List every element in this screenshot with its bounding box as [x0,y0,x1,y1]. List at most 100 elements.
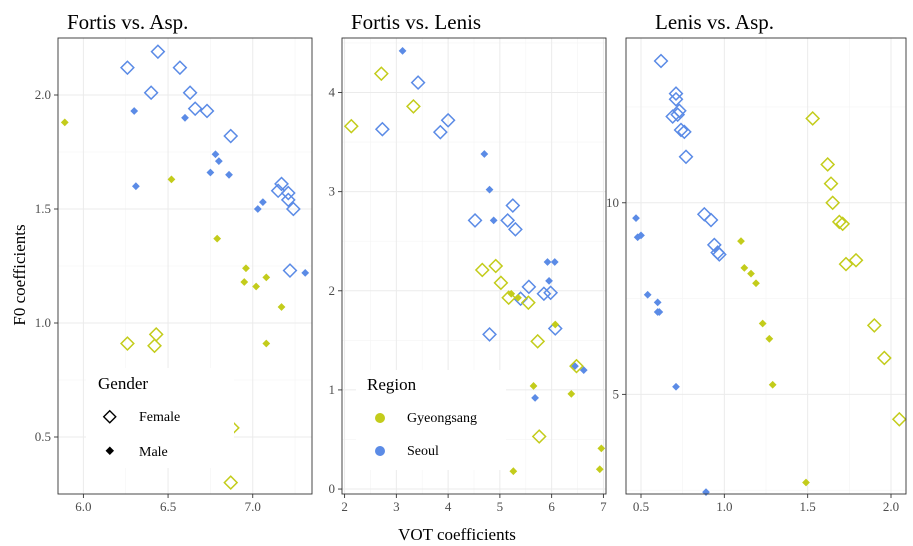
data-point-gyeongsang-female [531,429,547,444]
data-point-gyeongsang-female [148,326,164,342]
x-tick-label: 5 [497,499,504,514]
data-point-gyeongsang-male [509,467,518,476]
legend-male-key-marker [105,446,115,456]
data-point-gyeongsang-male [529,382,538,390]
data-point-seoul-male [545,276,553,285]
data-point-gyeongsang-male [567,389,576,398]
data-point-seoul-female [282,263,298,278]
data-point-seoul-female [665,109,681,124]
data-point-gyeongsang-female [501,290,517,306]
panels: Fortis vs. Asp. 6.0 6.5 7.0 0.5 1.0 1.5 2.0 Fort… [35,10,907,514]
data-point-seoul-female [199,103,215,119]
data-point-seoul-female [505,198,521,213]
data-point-gyeongsang-female [493,275,509,291]
panel-title: Fortis vs. Asp. [67,10,188,34]
data-point-gyeongsang-male [758,319,767,328]
data-point-seoul-female [547,321,563,336]
data-point-seoul-female [410,75,426,91]
data-point-gyeongsang-female [891,411,907,427]
panel-frame [341,37,607,495]
data-point-gyeongsang-male [262,273,271,282]
data-point-seoul-female [711,247,727,262]
y-tick-label: 10 [606,195,619,210]
data-point-seoul-female [440,112,456,128]
x-tick-label: 1.5 [800,499,816,514]
data-point-seoul-female [668,91,684,107]
legend-gyeongsang-label: Gyeongsang [407,411,477,426]
gridlines [626,38,906,494]
panel-3: Lenis vs. Asp. 0.5 1.0 1.5 2.0 5 10 [606,10,907,514]
x-tick-label: 6.0 [75,499,91,514]
data-point-gyeongsang-female [406,98,421,114]
data-point-seoul-male [637,231,645,240]
data-point-seoul-female [223,128,239,144]
data-point-seoul-female [482,326,497,342]
data-point-seoul-male [543,258,552,266]
data-point-gyeongsang-female [530,333,546,349]
y-axis-title: F0 coefficients [10,224,29,325]
data-point-seoul-female [143,85,159,101]
legend-gyeongsang-key-dot [375,413,385,423]
data-point-gyeongsang-female [223,475,239,491]
data-point-seoul-male [655,308,664,316]
data-point-seoul-female [182,85,198,101]
data-point-seoul-female [285,201,301,217]
x-tick-label: 1.0 [716,499,732,514]
x-axis-title: VOT coefficients [398,525,516,544]
data-point-gyeongsang-female [474,262,490,278]
y-tick-label: 3 [329,184,336,199]
legend-male-label: Male [139,445,168,460]
y-tick-label: 1 [329,382,336,397]
panel-frame [57,37,313,495]
y-tick-label: 5 [613,386,620,401]
data-point-gyeongsang-male [752,279,760,288]
data-point-gyeongsang-female [831,214,847,230]
data-point-seoul-female [274,176,289,192]
data-point-seoul-male [632,214,640,222]
data-point-seoul-male [301,268,310,277]
data-point-seoul-male [643,290,652,299]
x-tick-label: 6.5 [160,499,176,514]
data-point-seoul-female [187,101,203,117]
y-tick-label: 1.5 [35,201,51,216]
data-point-gyeongsang-female [488,258,504,274]
data-point-gyeongsang-male [595,465,604,474]
data-point-seoul-male [130,107,139,115]
data-point-seoul-female [280,192,296,208]
y-tick-label: 0 [329,481,336,496]
panel-title: Fortis vs. Lenis [351,10,481,34]
data-point-gyeongsang-male [740,264,749,272]
y-tick-label: 2 [329,283,336,298]
data-point-seoul-female [172,60,188,76]
data-point-seoul-female [678,149,694,165]
data-point-gyeongsang-female [569,358,584,374]
panel-2: Fortis vs. Lenis 2 3 4 5 6 7 0 1 2 3 4 [329,10,608,514]
data-point-gyeongsang-female [820,157,836,172]
data-point-gyeongsang-female [147,338,162,354]
data-point-gyeongsang-male [737,237,745,245]
x-tick-label: 3 [393,499,400,514]
data-point-seoul-female [507,221,523,237]
panel-title: Lenis vs. Asp. [655,10,774,34]
data-point-seoul-female [521,279,537,295]
y-tick-label: 2.0 [35,87,51,102]
x-tick-label: 7.0 [245,499,261,514]
data-point-gyeongsang-male [277,303,286,311]
data-point-seoul-female [432,124,448,140]
data-point-gyeongsang-female [823,176,839,192]
data-point-gyeongsang-female [876,350,892,366]
data-points [632,53,907,496]
data-point-seoul-female [150,44,166,60]
legend-region: Region Gyeongsang Seoul [356,370,506,470]
data-point-gyeongsang-male [551,320,560,329]
legend-female-key-marker [102,409,117,424]
data-point-seoul-female [676,124,692,140]
x-tick-label: 0.5 [633,499,649,514]
data-point-gyeongsang-female [343,118,359,134]
data-point-seoul-male [181,113,189,122]
data-point-gyeongsang-female [838,256,854,272]
data-point-gyeongsang-female [866,317,882,333]
data-point-seoul-male [550,258,559,266]
x-tick-label: 4 [445,499,452,514]
data-point-gyeongsang-female [848,252,864,268]
